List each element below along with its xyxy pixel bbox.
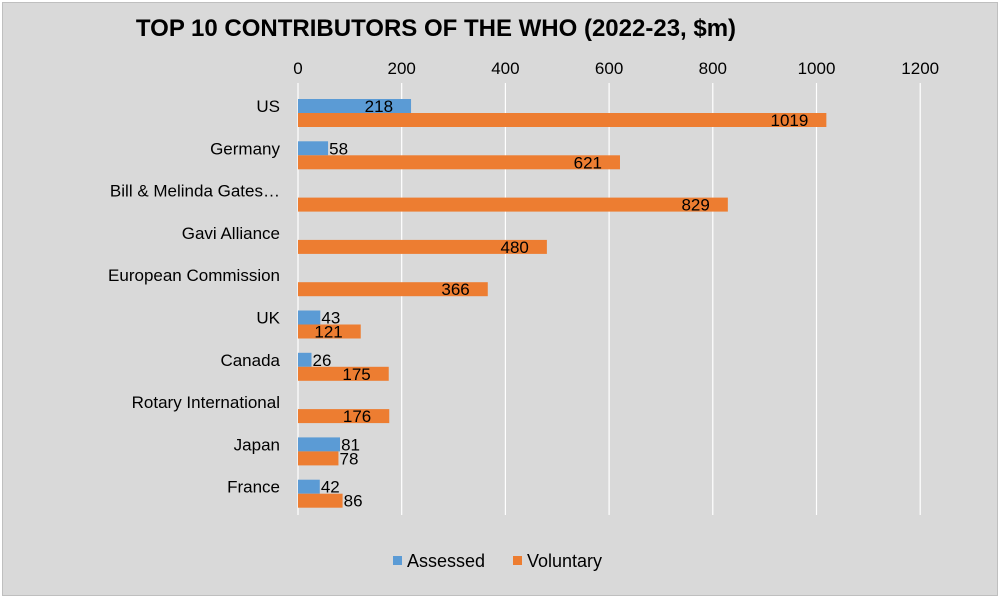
voluntary-value-label: 86 — [344, 492, 363, 511]
voluntary-bar — [298, 197, 728, 212]
voluntary-value-label: 176 — [343, 407, 371, 426]
x-tick-label: 800 — [699, 59, 727, 78]
assessed-value-label: 218 — [365, 97, 393, 116]
category-label: Japan — [234, 435, 280, 454]
x-axis-ticks: 0 200 400 600 800 1000 1200 — [293, 59, 939, 78]
voluntary-value-label: 175 — [342, 365, 370, 384]
voluntary-bar — [298, 493, 343, 508]
category-label: US — [256, 97, 280, 116]
gridlines — [297, 83, 921, 515]
voluntary-value-label: 78 — [340, 449, 359, 468]
category-label: Germany — [210, 139, 280, 158]
assessed-legend-swatch — [393, 556, 402, 565]
voluntary-legend-label: Voluntary — [527, 551, 602, 571]
assessed-value-label: 43 — [321, 309, 340, 328]
x-tick-label: 400 — [491, 59, 519, 78]
voluntary-bar — [298, 366, 389, 381]
voluntary-bar — [298, 282, 488, 297]
category-label: European Commission — [108, 266, 280, 285]
x-tick-label: 200 — [388, 59, 416, 78]
voluntary-value-label: 121 — [314, 323, 342, 342]
voluntary-bar — [298, 239, 547, 254]
assessed-value-label: 26 — [313, 351, 332, 370]
assessed-bar — [298, 310, 321, 325]
assessed-bar — [298, 141, 329, 156]
voluntary-value-label: 829 — [681, 196, 709, 215]
category-label: UK — [256, 309, 280, 328]
voluntary-bar — [298, 113, 827, 127]
voluntary-value-label: 1019 — [771, 111, 809, 130]
x-tick-label: 1200 — [901, 59, 939, 78]
assessed-value-label: 42 — [321, 478, 340, 497]
voluntary-value-label: 621 — [574, 153, 602, 172]
category-label: Canada — [220, 351, 280, 370]
voluntary-bar — [298, 451, 339, 466]
assessed-value-label: 58 — [329, 139, 348, 158]
bar-chart: TOP 10 CONTRIBUTORS OF THE WHO (2022-23,… — [108, 15, 939, 571]
assessed-legend-label: Assessed — [407, 551, 485, 571]
chart-title: TOP 10 CONTRIBUTORS OF THE WHO (2022-23,… — [136, 15, 736, 42]
voluntary-bar — [298, 409, 390, 424]
voluntary-bar — [298, 324, 361, 339]
data-labels: 218 58 43 26 81 42 1019 621 829 480 366 121 175 176 78… — [313, 97, 809, 511]
x-tick-label: 1000 — [798, 59, 836, 78]
legend: Assessed Voluntary — [393, 551, 602, 571]
category-label: Rotary International — [132, 393, 280, 412]
category-label: Gavi Alliance — [182, 224, 280, 243]
bars — [298, 99, 827, 508]
assessed-bar — [298, 99, 412, 113]
x-tick-label: 0 — [293, 59, 302, 78]
category-label: France — [227, 478, 280, 497]
y-axis-categories: US Germany Bill & Melinda Gates… Gavi Allia… — [108, 97, 281, 497]
voluntary-legend-swatch — [513, 556, 522, 565]
voluntary-value-label: 480 — [501, 238, 529, 257]
assessed-bar — [298, 352, 312, 367]
x-tick-label: 600 — [595, 59, 623, 78]
voluntary-bar — [298, 155, 620, 170]
voluntary-value-label: 366 — [441, 280, 469, 299]
assessed-bar — [298, 479, 320, 494]
category-label: Bill & Melinda Gates… — [110, 182, 280, 201]
assessed-value-label: 81 — [341, 435, 360, 454]
assessed-bar — [298, 437, 340, 452]
